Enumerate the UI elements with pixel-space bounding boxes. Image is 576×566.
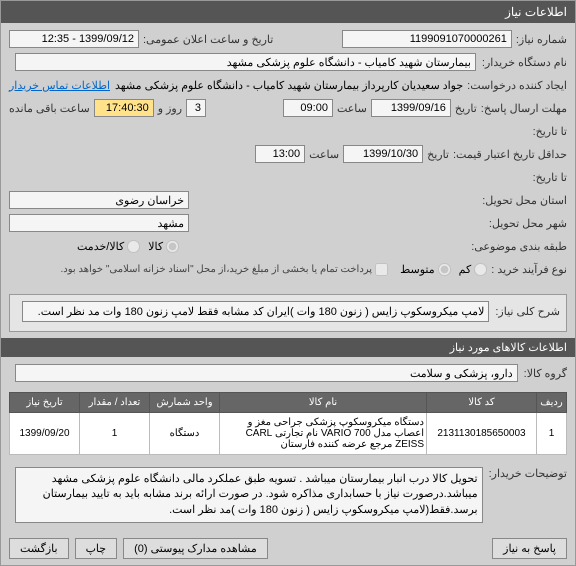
print-button[interactable]: چاپ xyxy=(75,538,118,559)
cell-qty: 1 xyxy=(80,413,150,455)
field-group: دارو، پزشکی و سلامت xyxy=(15,364,518,382)
radio-mid[interactable]: متوسط xyxy=(400,263,451,276)
label-days: روز و xyxy=(158,102,182,115)
label-buyer: نام دستگاه خریدار: xyxy=(482,56,567,69)
panel-title: اطلاعات نیاز xyxy=(1,1,575,23)
shortname-box: شرح کلی نیاز: لامپ میکروسکوپ زایس ( زنون… xyxy=(9,294,567,332)
form-body: شماره نیاز: 1199091070000261 تاریخ و ساع… xyxy=(1,23,575,288)
cell-date: 1399/09/20 xyxy=(10,413,80,455)
field-validity-time: 13:00 xyxy=(255,145,305,163)
label-date1: تاریخ xyxy=(455,102,477,115)
field-countdown: 17:40:30 xyxy=(94,99,154,117)
field-city: مشهد xyxy=(9,214,189,232)
field-shortname: لامپ میکروسکوپ زایس ( زنون 180 وات )ایرا… xyxy=(22,301,489,322)
field-deadline-date: 1399/09/16 xyxy=(371,99,451,117)
th-code: کد کالا xyxy=(427,393,537,413)
label-date2: تاریخ xyxy=(427,148,449,161)
field-province: خراسان رضوی xyxy=(9,191,189,209)
label-city: شهر محل تحویل: xyxy=(489,217,567,230)
label-time1: ساعت xyxy=(337,102,367,115)
label-remain: ساعت باقی مانده xyxy=(9,102,90,115)
field-days: 3 xyxy=(186,99,206,117)
label-notes: توضیحات خریدار: xyxy=(489,467,567,480)
label-process: نوع فرآیند خرید : xyxy=(491,263,567,276)
field-deadline-time: 09:00 xyxy=(283,99,333,117)
label-category: طبقه بندی موضوعی: xyxy=(471,240,567,253)
cell-code: 2131130185650003 xyxy=(427,413,537,455)
radio-low[interactable]: کم xyxy=(459,263,488,276)
label-creator: ایجاد کننده درخواست: xyxy=(467,79,567,92)
th-qty: تعداد / مقدار xyxy=(80,393,150,413)
field-buyer: بیمارستان شهید کامیاب - دانشگاه علوم پزش… xyxy=(15,53,476,71)
field-creator: جواد سعیدیان کارپرداز بیمارستان شهید کام… xyxy=(110,79,463,92)
cell-name: دستگاه میکروسکوپ پزشکی جراحی مغز و اعصاب… xyxy=(220,413,427,455)
label-validity: حداقل تاریخ اعتبار قیمت: xyxy=(453,148,567,161)
label-time2: ساعت xyxy=(309,148,339,161)
th-date: تاریخ نیاز xyxy=(10,393,80,413)
th-name: نام کالا xyxy=(220,393,427,413)
back-button[interactable]: بازگشت xyxy=(9,538,69,559)
field-reqno: 1199091070000261 xyxy=(342,30,512,48)
th-row: ردیف xyxy=(537,393,567,413)
items-table: ردیف کد کالا نام کالا واحد شمارش تعداد /… xyxy=(9,392,567,455)
label-group: گروه کالا: xyxy=(524,367,567,380)
link-contact[interactable]: اطلاعات تماس خریدار xyxy=(9,79,110,92)
radio-kala[interactable]: کالا xyxy=(148,240,179,253)
th-unit: واحد شمارش xyxy=(150,393,220,413)
label-tadate1: تا تاریخ: xyxy=(477,125,567,138)
footer: پاسخ به نیاز مشاهده مدارک پیوستی (0) چاپ… xyxy=(1,532,575,565)
cell-unit: دستگاه xyxy=(150,413,220,455)
label-province: استان محل تحویل: xyxy=(482,194,567,207)
cell-n: 1 xyxy=(537,413,567,455)
field-pubdate: 1399/09/12 - 12:35 xyxy=(9,30,139,48)
field-notes: تحویل کالا درب انبار بیمارستان میباشد . … xyxy=(15,467,483,523)
attach-button[interactable]: مشاهده مدارک پیوستی (0) xyxy=(123,538,268,559)
label-pubdate: تاریخ و ساعت اعلان عمومی: xyxy=(143,33,273,46)
label-shortname: شرح کلی نیاز: xyxy=(495,305,560,318)
field-validity-date: 1399/10/30 xyxy=(343,145,423,163)
reply-button[interactable]: پاسخ به نیاز xyxy=(492,538,567,559)
label-tadate2: تا تاریخ: xyxy=(477,171,567,184)
table-row: 1 2131130185650003 دستگاه میکروسکوپ پزشک… xyxy=(10,413,567,455)
items-section-header: اطلاعات کالاهای مورد نیاز xyxy=(1,338,575,357)
check-partial[interactable]: پرداخت تمام یا بخشی از مبلغ خرید،از محل … xyxy=(60,263,388,276)
label-reqno: شماره نیاز: xyxy=(516,33,567,46)
radio-service[interactable]: کالا/خدمت xyxy=(77,240,140,253)
label-deadline: مهلت ارسال پاسخ: xyxy=(481,102,567,115)
main-panel: اطلاعات نیاز شماره نیاز: 119909107000026… xyxy=(0,0,576,566)
